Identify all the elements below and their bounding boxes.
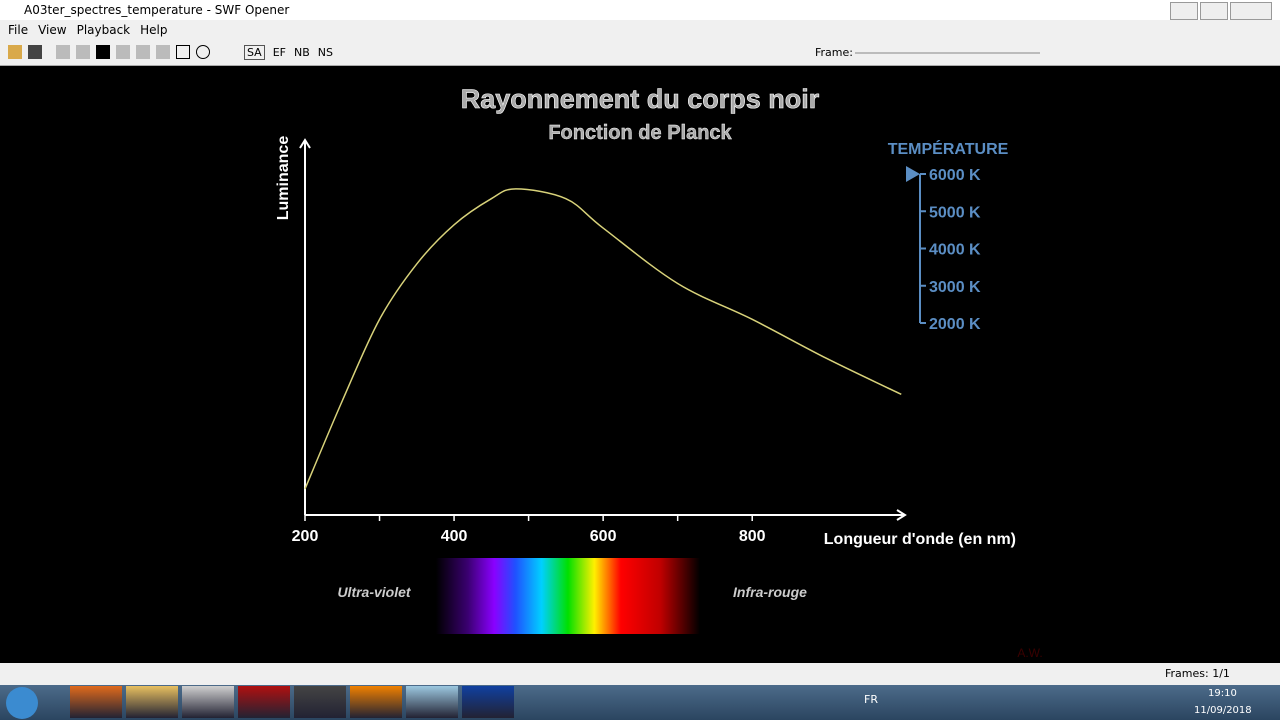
temperature-tick-label: 6000 K <box>929 167 981 184</box>
taskbar-app[interactable] <box>126 686 178 718</box>
last-icon[interactable] <box>156 45 170 59</box>
back-icon[interactable] <box>76 45 90 59</box>
menu-item[interactable]: Help <box>140 23 168 37</box>
y-label: Luminance <box>275 136 292 221</box>
maximize[interactable] <box>1200 2 1228 20</box>
clock-time[interactable]: 19:10 <box>1208 688 1237 699</box>
chart-title: Rayonnement du corps noir <box>461 84 820 114</box>
x-tick-label: 200 <box>292 528 319 545</box>
first-icon[interactable] <box>56 45 70 59</box>
taskbar-app[interactable] <box>294 686 346 718</box>
frame-slider[interactable] <box>855 52 1040 54</box>
toolbar-icons <box>8 45 210 59</box>
window-title: A03ter_spectres_temperature - SWF Opener <box>24 3 290 17</box>
stage: Rayonnement du corps noir Fonction de Pl… <box>275 84 1043 660</box>
play-icon[interactable] <box>96 45 110 59</box>
taskbar: FR 19:10 11/09/2018 <box>0 685 1280 720</box>
x-tick-label: 800 <box>739 528 766 545</box>
title-bar: A03ter_spectres_temperature - SWF Opener <box>0 0 1280 20</box>
credit: A.W. <box>1017 646 1042 660</box>
taskbar-app[interactable] <box>462 686 514 718</box>
language[interactable]: FR <box>864 693 878 706</box>
open-icon[interactable] <box>8 45 22 59</box>
chart-subtitle: Fonction de Planck <box>548 122 732 144</box>
temperature-tick-label: 4000 K <box>929 242 981 259</box>
planck-curve <box>304 188 902 490</box>
save-icon[interactable] <box>28 45 42 59</box>
menu-bar: File View Playback Help <box>0 20 1280 40</box>
taskbar-app[interactable] <box>350 686 402 718</box>
mode-button[interactable]: NB <box>294 46 310 59</box>
taskbar-app[interactable] <box>406 686 458 718</box>
taskbar-app[interactable] <box>182 686 234 718</box>
move-icon[interactable] <box>196 45 210 59</box>
x-tick-label: 400 <box>441 528 468 545</box>
forward-icon[interactable] <box>136 45 150 59</box>
taskbar-app[interactable] <box>238 686 290 718</box>
spectrum <box>436 558 700 634</box>
mode-buttons: SA EF NB NS <box>244 40 341 66</box>
x-tick-label: 600 <box>590 528 617 545</box>
b-icon[interactable] <box>176 45 190 59</box>
temperature-tick-label: 3000 K <box>929 279 981 296</box>
clock-date[interactable]: 11/09/2018 <box>1194 705 1252 716</box>
mode-button[interactable]: SA <box>244 45 265 60</box>
mode-button[interactable]: EF <box>272 46 286 59</box>
temperature-title: TEMPÉRATURE <box>888 139 1009 158</box>
y-arrow <box>299 138 311 149</box>
frame-label: Frame: <box>815 46 853 59</box>
taskbar-apps <box>70 686 514 718</box>
menu-item[interactable]: File <box>8 23 29 37</box>
temperature-tick-label: 5000 K <box>929 204 981 221</box>
window-controls <box>1170 2 1272 20</box>
taskbar-app[interactable] <box>70 686 122 718</box>
start-button[interactable] <box>6 687 38 719</box>
temperature-tick-label: 2000 K <box>929 316 981 333</box>
x-arrow <box>896 509 907 521</box>
temperature-pointer[interactable] <box>906 166 920 182</box>
minimize[interactable] <box>1170 2 1198 20</box>
uv-label: Ultra-violet <box>337 584 411 600</box>
pause-icon[interactable] <box>116 45 130 59</box>
frames-count: Frames: 1/1 <box>1165 667 1230 680</box>
mode-button[interactable]: NS <box>317 46 333 59</box>
status-bar: Frames: 1/1 <box>0 663 1280 685</box>
menu-item[interactable]: View <box>38 23 67 37</box>
x-label: Longueur d'onde (en nm) <box>824 531 1016 548</box>
ir-label: Infra-rouge <box>733 584 807 600</box>
toolbar: SA EF NB NS Frame: <box>0 40 1280 66</box>
menu-item[interactable]: Playback <box>76 23 131 37</box>
close[interactable] <box>1230 2 1272 20</box>
